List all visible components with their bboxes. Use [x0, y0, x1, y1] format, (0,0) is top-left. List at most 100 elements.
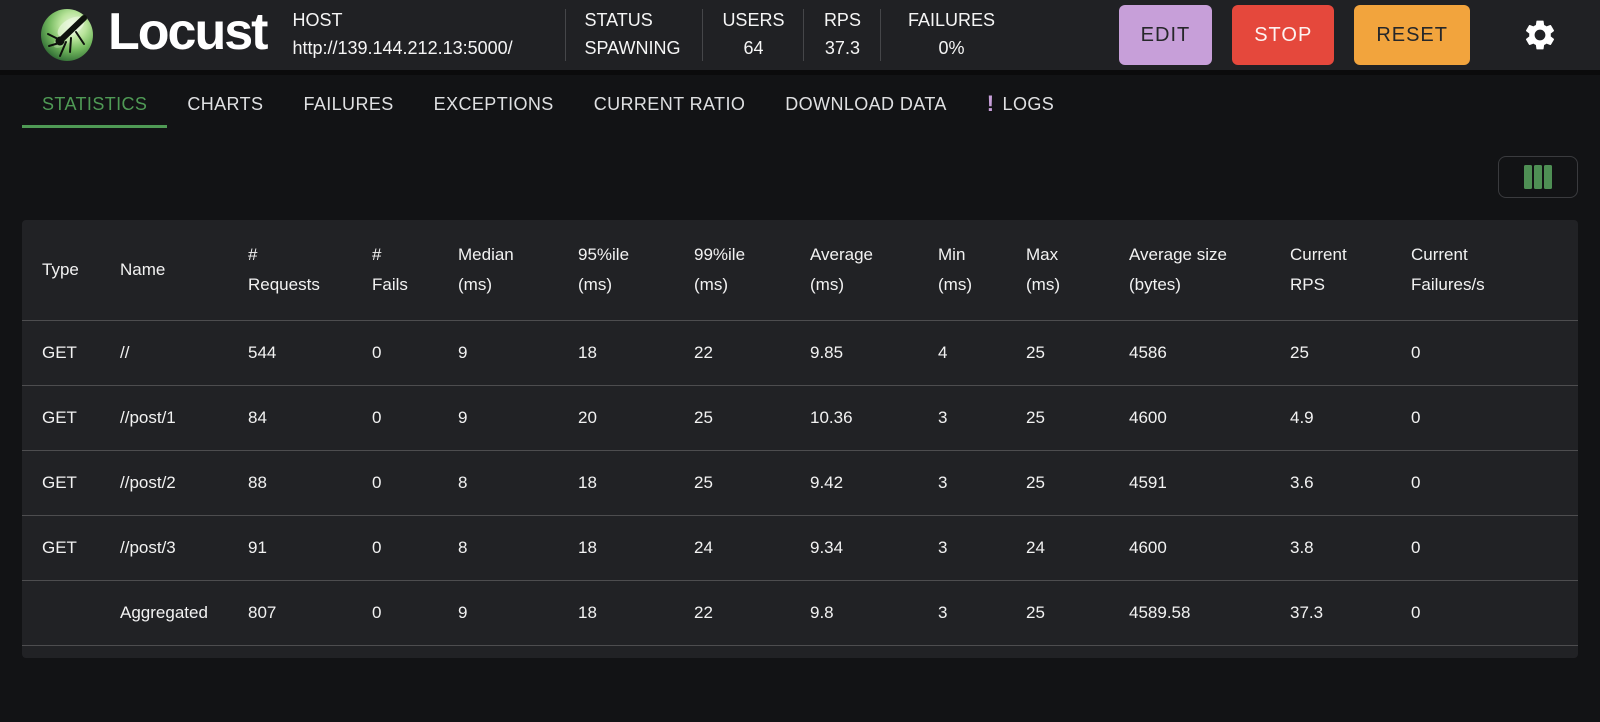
rps-block: RPS 37.3 [822, 7, 862, 63]
tab-download-data[interactable]: DOWNLOAD DATA [765, 80, 967, 128]
users-block: USERS 64 [721, 7, 785, 63]
aggregated-cell-current-failures: 0 [1411, 602, 1421, 622]
logs-alert-icon: ! [986, 91, 995, 116]
cell-current-rps: 4.9 [1290, 407, 1314, 427]
statistics-table: Type Name # Requests # Fails Median (ms) 95%ile(… [22, 220, 1578, 646]
cell-current-rps: 3.8 [1290, 537, 1314, 557]
aggregated-cell-max-ms: 25 [1026, 602, 1045, 622]
aggregated-cell-average-size: 4589.58 [1129, 602, 1191, 622]
aggregated-cell-type [22, 580, 100, 645]
column-header-p99-ms[interactable]: 99%ile (ms) [694, 245, 746, 294]
column-header-name[interactable]: Name [120, 259, 166, 279]
view-columns-button[interactable] [1498, 156, 1578, 198]
status-value: SPAWNING [584, 38, 681, 58]
cell-current-failures: 0 [1411, 472, 1421, 492]
cell-min-ms: 3 [938, 407, 948, 427]
brand: Locust [40, 3, 268, 64]
column-header-type[interactable]: Type [42, 259, 79, 279]
tab-label: CURRENT RATIO [593, 93, 746, 114]
cell-min-ms: 3 [938, 472, 948, 492]
cell-num-requests: 88 [248, 472, 267, 492]
tab-current-ratio[interactable]: CURRENT RATIO [574, 80, 766, 128]
cell-num-fails: 0 [372, 342, 382, 362]
column-header-average-size[interactable]: Average size (bytes) [1129, 245, 1227, 294]
tab-exceptions[interactable]: EXCEPTIONS [414, 80, 574, 128]
cell-name: //post/3 [120, 537, 176, 557]
cell-p95-ms: 18 [578, 472, 597, 492]
stop-button[interactable]: STOP [1232, 5, 1335, 65]
column-header-num-fails[interactable]: # Fails [372, 245, 408, 294]
cell-p95-ms: 20 [578, 407, 597, 427]
cell-median-ms: 8 [458, 537, 468, 557]
cell-p99-ms: 24 [694, 537, 713, 557]
tab-label: FAILURES [303, 93, 394, 114]
table-row: GET // 544 0 9 18 22 9.85 4 25 4586 25 0 [22, 320, 1578, 385]
tab-label: STATISTICS [42, 93, 148, 114]
column-header-median-ms[interactable]: Median (ms) [458, 245, 514, 294]
cell-type: GET [42, 472, 77, 492]
column-header-p95-ms[interactable]: 95%ile (ms) [578, 245, 630, 294]
host-label: HOST [292, 10, 343, 31]
edit-button[interactable]: EDIT [1118, 5, 1213, 65]
tab-statistics[interactable]: STATISTICS [22, 80, 168, 128]
cell-max-ms: 25 [1026, 342, 1045, 362]
cell-average-ms: 10.36 [810, 407, 853, 427]
cell-name: //post/2 [120, 472, 176, 492]
column-header-current-rps[interactable]: Current RPS [1290, 245, 1347, 294]
table-row: GET //post/2 88 0 8 18 25 9.42 3 25 4591 3.6 0 [22, 450, 1578, 515]
column-header-num-requests[interactable]: # Requests [248, 245, 320, 294]
cell-num-requests: 91 [248, 537, 267, 557]
cell-median-ms: 9 [458, 342, 468, 362]
failures-percentage: 0% [938, 38, 965, 58]
column-header-average-ms[interactable]: Average (ms) [810, 245, 874, 294]
users-label: USERS [722, 10, 785, 31]
settings-gear-icon[interactable] [1522, 17, 1558, 53]
cell-p99-ms: 25 [694, 407, 713, 427]
tab-label: CHARTS [187, 93, 264, 114]
reset-button[interactable]: RESET [1354, 5, 1470, 65]
cell-max-ms: 24 [1026, 537, 1045, 557]
cell-current-rps: 25 [1290, 342, 1309, 362]
tab-bar: STATISTICS CHARTS FAILURES EXCEPTIONS CU… [0, 80, 1600, 128]
divider [880, 9, 882, 61]
column-header-max-ms[interactable]: Max (ms) [1026, 245, 1060, 294]
cell-median-ms: 8 [458, 472, 468, 492]
rps-value: 37.3 [824, 38, 860, 58]
cell-num-requests: 84 [248, 407, 267, 427]
divider [702, 9, 704, 61]
table-header-row: Type Name # Requests # Fails Median (ms) 95%ile(… [22, 220, 1578, 320]
cell-num-fails: 0 [372, 407, 382, 427]
cell-type: GET [42, 407, 77, 427]
table-row: GET //post/1 84 0 9 20 25 10.36 3 25 4600 4.9 0 [22, 385, 1578, 450]
locust-logo-icon [41, 9, 93, 61]
cell-min-ms: 4 [938, 342, 948, 362]
cell-num-fails: 0 [372, 472, 382, 492]
cell-current-failures: 0 [1411, 407, 1421, 427]
cell-p95-ms: 18 [578, 537, 597, 557]
column-header-current-failures[interactable]: Current Failures/s [1411, 245, 1485, 294]
aggregated-cell-average-ms: 9.8 [810, 602, 834, 622]
tab-failures[interactable]: FAILURES [283, 80, 413, 128]
host-block: HOST http://139.144.212.13:5000/ [292, 7, 547, 63]
cell-name: //post/1 [120, 407, 176, 427]
cell-current-failures: 0 [1411, 342, 1421, 362]
tab-charts[interactable]: CHARTS [167, 80, 283, 128]
cell-p99-ms: 25 [694, 472, 713, 492]
cell-max-ms: 25 [1026, 472, 1045, 492]
aggregated-cell-p95-ms: 18 [578, 602, 597, 622]
cell-current-rps: 3.6 [1290, 472, 1314, 492]
tab-logs[interactable]: ! LOGS [967, 80, 1074, 128]
cell-average-size: 4600 [1129, 537, 1167, 557]
cell-max-ms: 25 [1026, 407, 1045, 427]
column-header-min-ms[interactable]: Min (ms) [938, 245, 972, 294]
cell-num-requests: 544 [248, 342, 277, 362]
cell-type: GET [42, 537, 77, 557]
cell-average-ms: 9.34 [810, 537, 844, 557]
statistics-table-container: Type Name # Requests # Fails Median (ms) 95%ile(… [22, 220, 1578, 658]
cell-type: GET [42, 342, 77, 362]
tab-label: LOGS [1002, 93, 1055, 114]
aggregated-cell-p99-ms: 22 [694, 602, 713, 622]
tab-label: EXCEPTIONS [433, 93, 554, 114]
app-title: Locust [108, 3, 268, 61]
cell-median-ms: 9 [458, 407, 468, 427]
